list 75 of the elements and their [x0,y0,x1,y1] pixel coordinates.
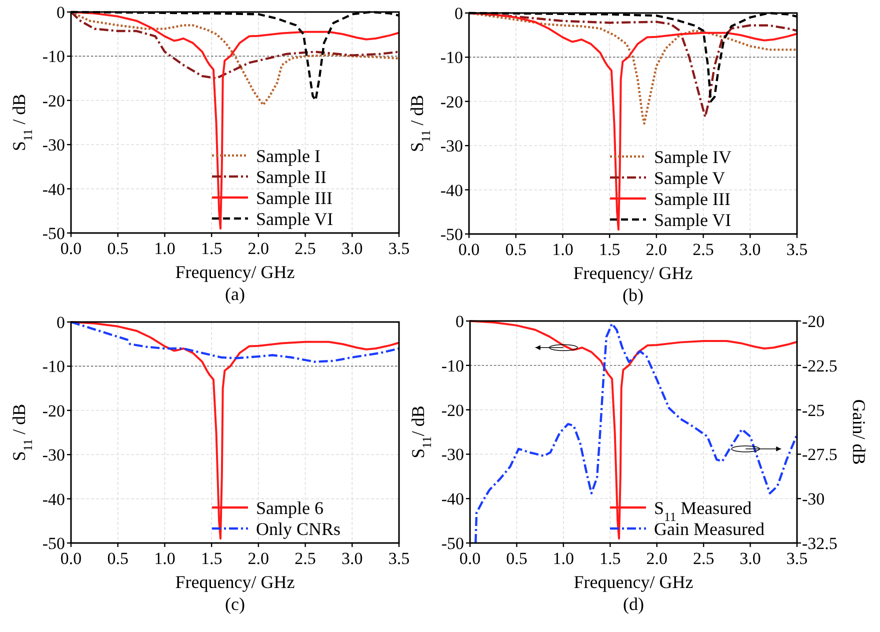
line-series [70,321,400,540]
x-tick-label: 0.5 [506,549,528,568]
text: (b) [622,285,644,305]
text: (c) [225,594,245,614]
y-tick-label: 0 [454,4,463,23]
y-tick-label: -20 [440,92,463,112]
x-tick-label: 1.5 [600,549,621,568]
x-tick-label: 3.5 [388,239,410,258]
x-tick-label: 2.0 [248,549,270,568]
line-series [70,320,400,363]
x-axis-title: Frequency/ GHz [175,572,295,592]
x-axis-title: Frequency/ GHz [573,263,693,283]
y2-tick-label: -22.5 [802,356,838,376]
legend-label: Sample VI [654,210,732,230]
y-tick-label: -30 [440,136,463,156]
text: (a) [225,284,245,304]
x-tick-label: 0.5 [107,239,128,258]
x-tick-label: 1.5 [598,240,620,259]
x-tick-label: 1.5 [200,549,222,568]
x-axis-title: Frequency/ GHz [574,572,694,592]
y-tick-label: 0 [56,312,65,332]
line-series [70,10,400,80]
y2-tick-label: -20 [802,312,825,331]
x-tick-label: 0.5 [505,240,526,259]
y-tick-label: -20 [42,401,65,420]
legend-label: Sample III [256,188,332,208]
y2-axis-title: Gain/ dB [849,399,869,465]
y-tick-label: -10 [441,356,464,376]
x-tick-label: 3.0 [740,549,761,568]
y-tick-label: -10 [440,48,463,68]
x-tick-label: 1.0 [154,549,176,568]
legend-label: Sample VI [256,208,334,229]
y-tick-label: -10 [42,357,65,376]
x-tick-label: 2.5 [294,549,316,568]
y2-tick-label: -25 [802,400,825,420]
y2-tick-label: -30 [802,490,825,509]
y-tick-label: -20 [441,400,464,420]
y-tick-label: -30 [42,446,65,465]
y-tick-label: -10 [42,47,65,66]
x-tick-label: 3.5 [786,240,808,259]
x-tick-label: 2.0 [646,240,668,259]
x-tick-label: 3.0 [342,239,363,258]
y-tick-label: -30 [441,445,464,464]
legend-label: Sample V [654,168,726,188]
y-tick-label: -40 [42,180,65,199]
y-tick-label: 0 [56,2,65,22]
legend-label: Sample IV [654,146,732,167]
x-tick-label: 3.0 [342,549,363,568]
x-tick-label: 3.0 [740,240,761,259]
legend-label: Sample 6 [256,498,324,518]
legend-label: Sample II [256,166,326,187]
x-tick-label: 1.0 [552,549,574,568]
x-tick-label: 1.0 [552,240,574,259]
x-tick-label: 2.0 [248,239,270,258]
x-tick-label: 2.0 [646,549,668,568]
x-tick-label: 2.5 [294,239,316,258]
x-axis-title: Frequency/ GHz [175,262,295,282]
legend-label: S$_{11}$ Measured [654,498,752,524]
x-tick-label: 2.5 [692,549,714,568]
x-tick-label: 2.5 [692,240,714,259]
x-tick-label: 1.0 [154,239,176,258]
legend-label: Sample I [256,146,320,166]
y-tick-label: -40 [42,490,65,509]
text: (d) [623,594,644,614]
x-tick-label: 1.5 [200,239,222,258]
y-tick-label: -40 [441,490,464,509]
legend-label: Sample III [654,188,730,209]
y-tick-label: -20 [42,91,65,110]
y-tick-label: -30 [42,136,65,155]
y-tick-label: -40 [440,180,463,200]
y2-tick-label: -27.5 [802,445,838,464]
y-tick-label: 0 [456,312,464,331]
x-tick-label: 0.5 [107,549,128,568]
x-tick-label: 3.5 [388,549,410,568]
legend-label: Only CNRs [256,518,341,539]
